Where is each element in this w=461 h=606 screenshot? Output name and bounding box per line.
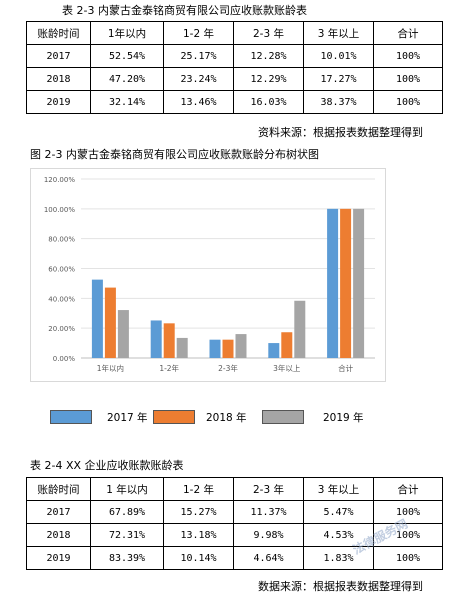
table-cell: 67.89% [90,500,164,524]
table-cell: 13.18% [163,523,234,547]
x-tick-label: 1-2年 [159,363,179,373]
legend-swatch [50,410,92,424]
bar [176,337,188,358]
table-cell: 10.01% [303,44,374,68]
legend-label: 2018 年 [206,412,247,424]
legend-label: 2019 年 [323,412,364,424]
table-cell: 100% [373,90,443,114]
table-cell: 13.46% [163,90,234,114]
table-cell: 11.37% [233,500,304,524]
bar [117,310,129,358]
y-tick-label: 100.00% [44,206,75,214]
y-tick-label: 60.00% [48,266,75,274]
table1-header-cell: 账龄时间 [26,21,91,45]
table2-header-cell: 3 年以上 [303,477,374,501]
legend-label: 2017 年 [107,412,148,424]
table-cell: 72.31% [90,523,164,547]
table2-header-cell: 1 年以内 [90,477,164,501]
y-tick-label: 120.00% [44,176,75,184]
table2-header-cell: 2-3 年 [233,477,304,501]
figure-caption: 图 2-3 内蒙古金泰铭商贸有限公司应收账款账龄分布树状图 [30,148,319,161]
bar [340,208,352,358]
table-cell: 12.29% [233,67,304,91]
table-cell: 2018 [26,523,91,547]
table2-header-cell: 1-2 年 [163,477,234,501]
table1-header-row: 账龄时间 1年以内 1-2 年 2-3 年 3 年以上 合计 [26,21,443,45]
table1-header-cell: 2-3 年 [233,21,304,45]
table-row: 2019 32.14% 13.46% 16.03% 38.37% 100% [26,90,443,114]
table1-caption: 表 2-3 内蒙古金泰铭商贸有限公司应收账款账龄表 [62,4,307,17]
bar-chart: 0.00% 20.00% 40.00% 60.00% 80.00% 100.00% 120.… [44,176,375,373]
table-row: 2018 72.31% 13.18% 9.98% 4.53% 100% [26,523,443,547]
table2-caption: 表 2-4 XX 企业应收账款账龄表 [30,459,184,472]
y-tick-label: 0.00% [53,355,76,363]
legend-swatch [153,410,195,424]
table1-header-cell: 合计 [373,21,443,45]
table1-header-cell: 1-2 年 [163,21,234,45]
table-cell: 100% [373,500,443,524]
table2-header-cell: 合计 [373,477,443,501]
table-cell: 17.27% [303,67,374,91]
y-tick-label: 80.00% [48,236,75,244]
table-cell: 10.14% [163,546,234,570]
table-cell: 2019 [26,546,91,570]
y-tick-label: 40.00% [48,295,75,303]
y-tick-label: 20.00% [48,325,75,333]
bar [268,343,280,358]
table2-header-cell: 账龄时间 [26,477,91,501]
table-cell: 83.39% [90,546,164,570]
table1-header-cell: 3 年以上 [303,21,374,45]
x-tick-label: 合计 [338,363,353,373]
bar [353,208,365,358]
bar [104,287,116,358]
table2-header-row: 账龄时间 1 年以内 1-2 年 2-3 年 3 年以上 合计 [26,477,443,501]
table-cell: 2017 [26,500,91,524]
table-cell: 25.17% [163,44,234,68]
bar [222,339,234,358]
table-cell: 15.27% [163,500,234,524]
bar [281,332,293,358]
chart-frame: 0.00% 20.00% 40.00% 60.00% 80.00% 100.00% 120.… [30,168,386,382]
table-cell: 38.37% [303,90,374,114]
table-row: 2018 47.20% 23.24% 12.29% 17.27% 100% [26,67,443,91]
legend-swatch [262,410,304,424]
table-cell: 4.53% [303,523,374,547]
bar [294,300,306,358]
table-cell: 2018 [26,67,91,91]
bar [327,208,339,358]
bar [209,339,221,358]
bar [235,334,247,358]
table-cell: 23.24% [163,67,234,91]
table2-source-note: 数据来源：根据报表数据整理得到 [258,580,423,593]
table-cell: 16.03% [233,90,304,114]
table1: 账龄时间 1年以内 1-2 年 2-3 年 3 年以上 合计 2017 52.5… [26,21,443,114]
table1-source-note: 资料来源：根据报表数据整理得到 [258,126,423,139]
table-cell: 2019 [26,90,91,114]
table-cell: 100% [373,44,443,68]
table-cell: 12.28% [233,44,304,68]
table-cell: 52.54% [90,44,164,68]
table-row: 2017 52.54% 25.17% 12.28% 10.01% 100% [26,44,443,68]
table2: 账龄时间 1 年以内 1-2 年 2-3 年 3 年以上 合计 2017 67.… [26,477,443,570]
bar [91,279,103,358]
bar [150,320,162,358]
table-row: 2017 67.89% 15.27% 11.37% 5.47% 100% [26,500,443,524]
table-row: 2019 83.39% 10.14% 4.64% 1.83% 100% [26,546,443,570]
table1-header-cell: 1年以内 [90,21,164,45]
table-cell: 2017 [26,44,91,68]
table-cell: 4.64% [233,546,304,570]
table-cell: 9.98% [233,523,304,547]
table-cell: 47.20% [90,67,164,91]
table-cell: 100% [373,546,443,570]
table-cell: 100% [373,67,443,91]
bar [163,323,175,358]
table-cell: 32.14% [90,90,164,114]
x-tick-label: 1年以内 [97,363,124,373]
x-tick-label: 3年以上 [273,363,301,373]
x-tick-label: 2-3年 [218,363,238,373]
table-cell: 5.47% [303,500,374,524]
